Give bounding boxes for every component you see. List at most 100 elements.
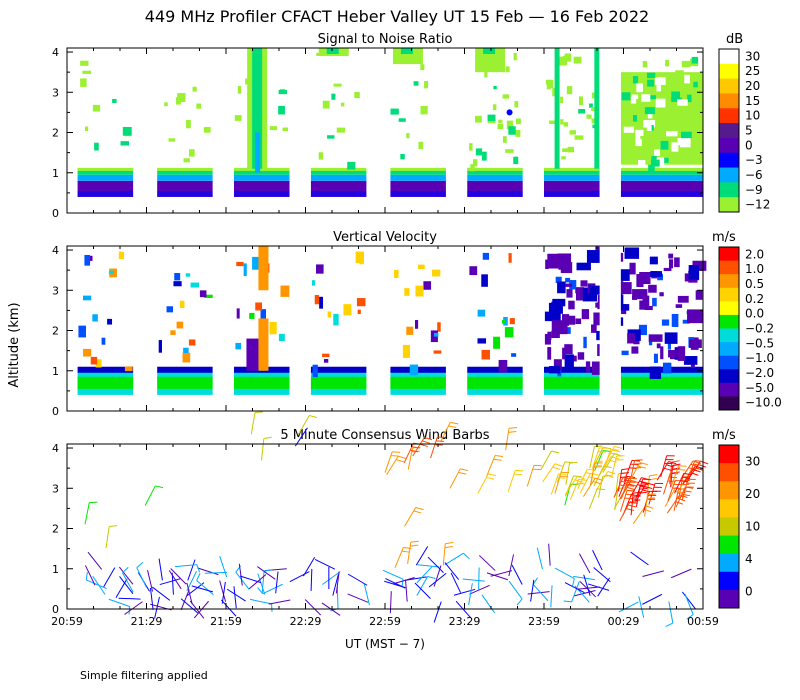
snr-cell [398,118,406,122]
wind-barb [564,461,573,464]
snr-cell [467,190,523,197]
snr-cell [164,102,168,107]
data-gap [133,246,158,411]
vv-cell [583,336,587,349]
vv-cell [692,260,707,271]
wind-barb [579,473,591,493]
colorbar-label: 30 [745,49,760,63]
snr-cell [650,159,660,167]
wind-barb [122,566,129,574]
vv-cell [661,319,670,326]
snr-cell [390,167,446,175]
snr-cell [578,109,586,114]
snr-cell [620,167,703,171]
wind-barb [594,450,604,472]
snr-cell [80,60,89,66]
snr-cell [94,142,99,151]
vv-cell [107,318,113,325]
wind-barb [677,468,686,471]
wind-barb [322,571,341,585]
vv-cell [157,376,213,389]
wind-barb [407,447,413,470]
wind-barb [564,582,585,594]
wind-barb [220,599,237,617]
vv-cell [88,255,93,261]
snr-cell [120,141,130,146]
snr-cell [637,159,646,167]
wind-barb [462,578,485,582]
wind-barb [508,580,523,600]
snr-cell [390,190,446,197]
snr-cell [188,149,195,157]
wind-barb [147,570,154,592]
wind-barb [392,451,401,453]
wind-barb [469,584,490,595]
snr-panel: 0 1 2 3 4 [52,46,704,220]
snr-cell [566,86,573,95]
vv-cell [188,339,196,346]
wind-barb [632,499,641,502]
vv-cell [644,305,653,311]
colorbar-band [719,108,739,124]
wind-barb [542,463,556,483]
wind-barb [186,582,193,605]
wind-barb [508,427,517,429]
y-tick-label: 0 [52,207,59,220]
colorbar-label: 0.0 [745,307,764,321]
snr-cell [630,96,637,104]
colorbar-label: 30 [745,454,760,468]
snr-cell [196,103,202,109]
vv-cell [544,366,600,373]
vv-cell [687,309,703,324]
wind-barb [619,501,631,522]
vv-cell [176,321,184,329]
snr-cell [505,149,514,153]
y-tick-label: 1 [52,365,59,378]
y-tick-label: 0 [52,603,59,616]
colorbar-label: 25 [745,64,760,78]
vv-cell [564,344,573,355]
wind-barb [577,586,600,590]
snr-cell [390,108,399,115]
wind-barb [444,552,464,566]
vv-cell [319,296,324,309]
wind-barb [417,564,440,568]
vv-cell [575,318,582,325]
snr-cell [544,167,600,175]
wind-barb [170,568,187,585]
data-gap [599,246,621,411]
colorbar-label: 2.0 [745,247,764,261]
y-tick-label: 2 [52,523,59,536]
colorbar-band [719,260,739,275]
vv-cell [204,294,213,299]
vv-cell [83,295,92,301]
wind-barb [593,567,611,583]
vv-cell [235,342,242,350]
vv-cell [575,287,585,301]
wind-barb [174,564,197,568]
snr-cell [492,104,497,111]
wind-barb [149,587,154,610]
wind-barb [410,449,419,453]
velocity-panel: 0 1 2 3 4 [52,244,707,418]
snr-cell [497,123,504,130]
snr-cell [549,120,556,124]
wind-barb [249,598,272,605]
wind-barb [386,455,399,476]
vv-cell [343,304,352,316]
snr-cell [233,174,290,181]
vv-cell [404,288,410,296]
colorbar-band [719,274,739,289]
wind-barb [592,550,603,571]
vv-cell [674,314,679,327]
wind-barb [404,507,417,527]
snr-cell [647,79,655,87]
wind-barb [493,458,502,461]
wind-barb [557,477,566,479]
vv-cell [504,327,514,338]
snr-cell [559,56,568,66]
wind-barb [394,547,404,569]
colorbar-band [719,369,739,384]
wind-barb [257,573,266,595]
wind-barb [637,484,646,488]
